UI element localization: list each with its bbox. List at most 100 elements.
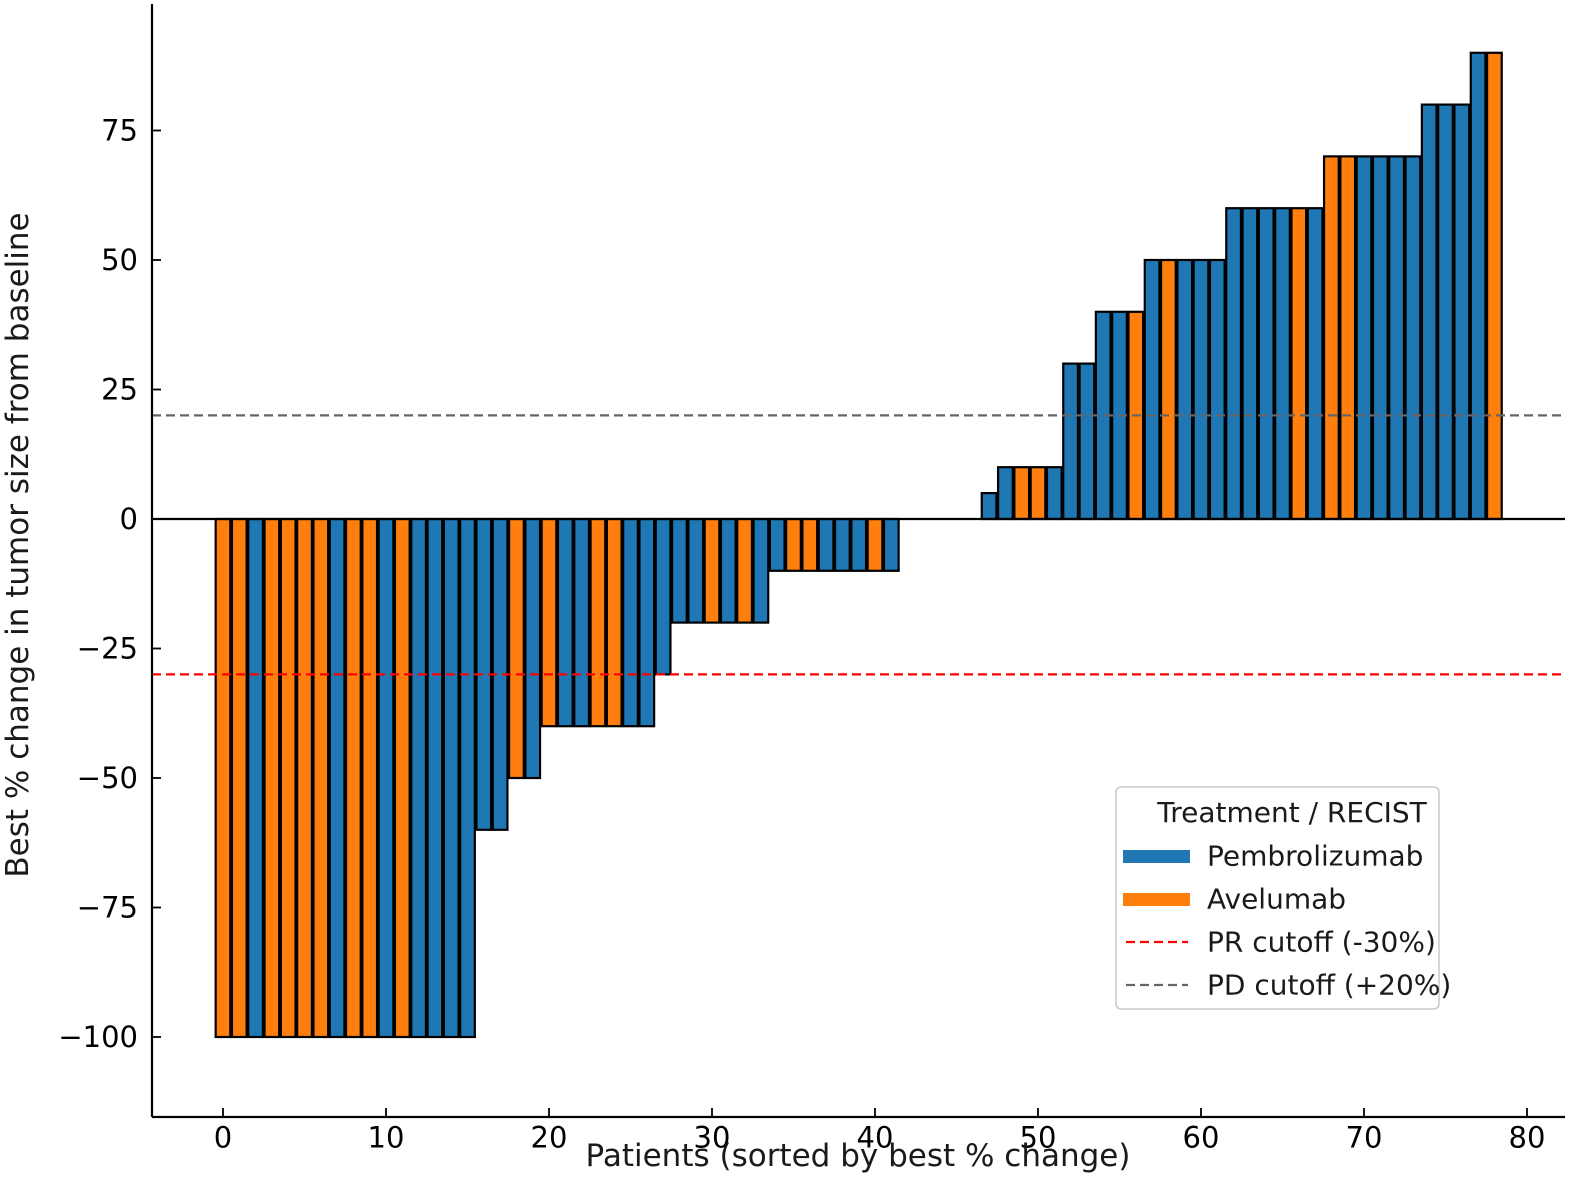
bar-patient-78 [1485, 51, 1503, 521]
bar-patient-27 [654, 517, 672, 676]
bar-patient-38 [833, 517, 851, 572]
bar-patient-11 [393, 517, 411, 1039]
y-tick-label--25: −25 [77, 632, 138, 666]
bar-patient-53 [1078, 362, 1096, 521]
x-tick-label-70: 70 [1346, 1121, 1383, 1155]
bar-patient-22 [573, 517, 591, 728]
bar-patient-28 [670, 517, 688, 624]
y-tick-label--75: −75 [77, 891, 138, 925]
bar-patient-50 [1029, 466, 1047, 521]
y-tick-label-50: 50 [101, 243, 138, 277]
bar-patient-51 [1045, 466, 1063, 521]
bar-patient-12 [410, 517, 428, 1039]
x-tick-label-30: 30 [694, 1121, 731, 1155]
bar-patient-14 [442, 517, 460, 1039]
bar-patient-47 [980, 492, 998, 521]
bar-patient-6 [312, 517, 330, 1039]
bar-patient-21 [556, 517, 574, 728]
bar-patient-60 [1192, 258, 1210, 521]
bar-patient-57 [1143, 258, 1161, 521]
bar-patient-15 [459, 517, 476, 1039]
bar-patient-23 [589, 517, 607, 728]
legend-label: PD cutoff (+20%) [1207, 969, 1451, 1002]
bar-patient-74 [1420, 103, 1438, 521]
y-tick-label--100: −100 [58, 1020, 138, 1054]
bar-patient-29 [687, 517, 705, 624]
axes [150, 4, 1565, 1119]
legend-swatch-pembrolizumab [1123, 850, 1190, 863]
y-axis-label: Best % change in tumor size from baselin… [0, 212, 36, 877]
bar-patient-68 [1322, 155, 1340, 521]
bar-patient-13 [426, 517, 444, 1039]
bar-patient-69 [1339, 155, 1357, 521]
x-tick-label-40: 40 [857, 1121, 894, 1155]
bar-patient-73 [1404, 155, 1422, 521]
bar-patient-9 [361, 517, 379, 1039]
y-tick-label-75: 75 [101, 114, 138, 148]
bar-patient-32 [736, 517, 754, 624]
y-ticks: −100 −75 −50 −25 0 25 50 75 [58, 114, 161, 1054]
legend: Treatment / RECIST Pembrolizumab Avelumab… [1115, 786, 1451, 1010]
bar-patient-19 [524, 517, 542, 780]
bar-patient-18 [507, 517, 525, 780]
x-tick-label-0: 0 [214, 1121, 232, 1155]
bar-patient-33 [752, 517, 770, 624]
x-tick-label-60: 60 [1183, 1121, 1220, 1155]
y-tick-label-25: 25 [101, 373, 138, 407]
x-ticks: 0 10 20 30 40 50 60 70 80 [214, 1108, 1546, 1155]
legend-label: Avelumab [1207, 883, 1346, 916]
legend-label: Pembrolizumab [1207, 840, 1423, 873]
bar-patient-0 [214, 517, 232, 1039]
bar-patient-41 [882, 517, 900, 572]
bar-patient-36 [801, 517, 819, 572]
bar-patient-8 [344, 517, 362, 1039]
x-tick-label-20: 20 [531, 1121, 568, 1155]
bar-patient-3 [263, 517, 281, 1039]
bar-patient-37 [817, 517, 835, 572]
bar-patient-40 [866, 517, 884, 572]
legend-swatch-avelumab [1123, 893, 1190, 906]
bar-patient-2 [247, 517, 265, 1039]
bar-patient-76 [1453, 103, 1471, 521]
bar-patient-52 [1062, 362, 1080, 521]
bar-patient-72 [1388, 155, 1406, 521]
bar-patient-59 [1176, 258, 1194, 521]
legend-frame [1115, 786, 1440, 1010]
bar-patient-30 [703, 517, 721, 624]
y-tick-label--50: −50 [77, 761, 138, 795]
bar-patient-4 [279, 517, 297, 1039]
bar-patient-24 [605, 517, 623, 728]
y-tick-label-0: 0 [120, 502, 138, 536]
bar-patient-63 [1241, 207, 1259, 521]
bar-patient-61 [1208, 258, 1226, 521]
bar-patient-58 [1159, 258, 1177, 521]
bar-patient-35 [785, 517, 802, 572]
reference-lines [152, 414, 1565, 676]
bar-patient-39 [850, 517, 868, 572]
bar-patient-70 [1355, 155, 1373, 521]
legend-label: PR cutoff (-30%) [1207, 926, 1436, 959]
bar-patient-20 [540, 517, 558, 728]
bar-patient-1 [230, 517, 248, 1039]
bar-patient-75 [1437, 103, 1454, 521]
bar-patient-5 [296, 517, 313, 1039]
bar-patient-64 [1257, 207, 1275, 521]
x-tick-label-80: 80 [1509, 1121, 1546, 1155]
bar-patient-7 [328, 517, 346, 1039]
bar-patient-66 [1290, 207, 1308, 521]
bar-patient-65 [1274, 207, 1291, 521]
bar-patient-48 [996, 466, 1014, 521]
bar-patient-34 [768, 517, 786, 572]
bar-patient-25 [622, 517, 639, 728]
bar-patient-67 [1306, 207, 1324, 521]
bar-patient-26 [638, 517, 656, 728]
legend-entries: Pembrolizumab Avelumab PR cutoff (-30%) PD … [1123, 840, 1451, 1002]
bar-patient-62 [1225, 207, 1243, 521]
legend-title: Treatment / RECIST [1156, 796, 1427, 829]
x-axis-label: Patients (sorted by best % change) [586, 1138, 1131, 1174]
bar-patient-49 [1013, 466, 1031, 521]
x-tick-label-50: 50 [1020, 1121, 1057, 1155]
bar-patient-10 [377, 517, 395, 1039]
bar-patient-31 [719, 517, 737, 624]
